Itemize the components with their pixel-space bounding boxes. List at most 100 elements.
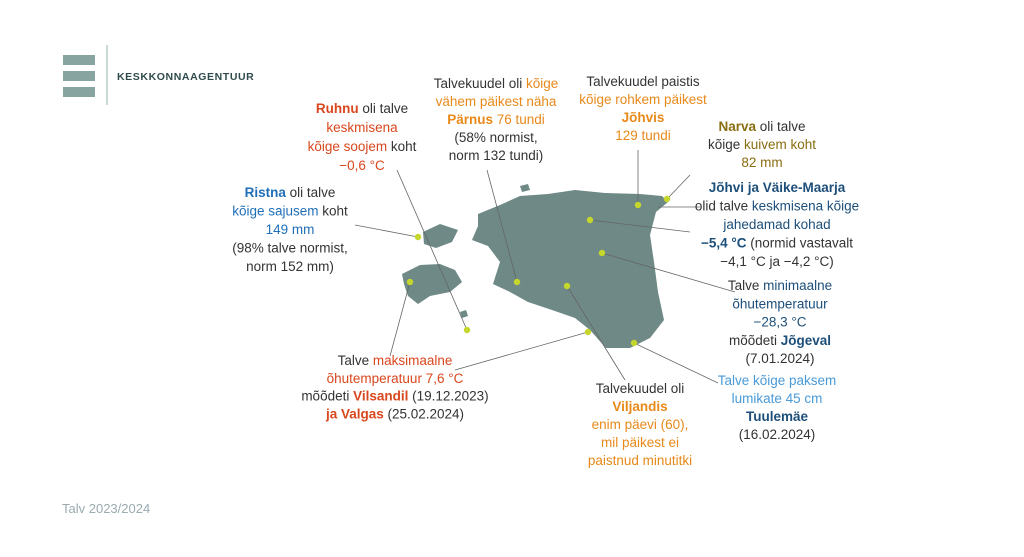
annotation-line: mõõdeti Vilsandil (19.12.2023) <box>301 389 488 404</box>
annotation: Jõhvi ja Väike-Maarja olid talve keskmise… <box>695 180 859 269</box>
text-segment: −4,1 °C ja −4,2 °C) <box>720 254 834 269</box>
annotation-line: Talve minimaalne <box>728 278 832 293</box>
annotation-line: Jõhvis <box>622 110 665 125</box>
text-segment: 82 mm <box>741 155 782 170</box>
text-segment: kõige <box>708 137 744 152</box>
annotation-line: Talve kõige paksem <box>718 373 837 388</box>
annotation-line: Talve maksimaalne <box>338 353 453 368</box>
footer: Talv 2023/2024 <box>62 501 150 516</box>
annotation: Talvekuudel oli Viljandis enim päevi (60),… <box>588 381 692 468</box>
text-segment: kuivem koht <box>744 137 816 152</box>
annotation-line: vähem päikest näha <box>436 94 557 109</box>
brand: KESKKONNAAGENTUUR <box>117 71 254 83</box>
text-segment: 76 tundi <box>493 112 545 127</box>
annotation-line: 149 mm <box>266 222 315 237</box>
annotation-line: kõige kuivem koht <box>708 137 816 152</box>
annotation-line: 82 mm <box>741 155 782 170</box>
text-segment: (58% normist, <box>454 130 537 145</box>
leaders <box>354 150 736 384</box>
text-segment: Narva <box>718 119 756 134</box>
annotation: Talve maksimaalne õhutemperatuur 7,6 °C mõ… <box>301 353 488 421</box>
annotation-line: Talvekuudel oli kõige <box>434 76 559 91</box>
annotation-line: õhutemperatuur 7,6 °C <box>327 371 464 386</box>
text-segment: maksimaalne <box>373 353 453 368</box>
text-segment: norm 152 mm) <box>246 259 334 274</box>
annotation-line: (58% normist, <box>454 130 537 145</box>
text-segment: olid talve <box>695 199 752 214</box>
text-segment: minimaalne <box>763 278 832 293</box>
annotation-line: −4,1 °C ja −4,2 °C) <box>720 254 834 269</box>
annotation-line: (7.01.2024) <box>745 351 814 366</box>
text-segment: (19.12.2023) <box>408 389 488 404</box>
text-segment: mil päikest ei <box>601 435 679 450</box>
annotation-line: õhutemperatuur <box>732 296 828 311</box>
text-segment: oli talve <box>286 185 336 200</box>
text-segment: Jõhvis <box>622 110 665 125</box>
text-segment: kõige <box>526 76 558 91</box>
text-segment: kõige rohkem päikest <box>579 92 707 107</box>
annotation-line: paistnud minutitki <box>588 453 692 468</box>
text-segment: oli talve <box>756 119 806 134</box>
annotation-line: enim päevi (60), <box>592 417 689 432</box>
text-segment: Viljandis <box>612 399 667 414</box>
logo <box>63 45 108 105</box>
annotation-line: mil päikest ei <box>601 435 679 450</box>
text-segment: lumikate 45 cm <box>732 391 823 406</box>
text-segment: (7.01.2024) <box>745 351 814 366</box>
annotation-line: Jõhvi ja Väike-Maarja <box>709 180 846 195</box>
text-segment: Talvekuudel oli <box>434 76 526 91</box>
text-segment: Jõgeval <box>781 333 831 348</box>
text-segment: mõõdeti <box>729 333 781 348</box>
annotation: Talve minimaalne õhutemperatuur −28,3 °C mõ… <box>728 278 832 366</box>
markers <box>406 195 671 347</box>
annotation-line: Pärnus 76 tundi <box>447 112 545 127</box>
annotation-line: −5,4 °C (normid vastavalt <box>701 236 853 251</box>
text-segment: Ruhnu <box>316 101 359 116</box>
annotation: Narva oli talve kõige kuivem koht 82 mm <box>708 119 816 170</box>
text-segment: koht <box>387 139 417 154</box>
text-segment: keskmisena <box>326 120 398 135</box>
text-segment: koht <box>319 204 349 219</box>
annotation-line: 129 tundi <box>615 128 671 143</box>
text-segment: õhutemperatuur 7,6 °C <box>327 371 464 386</box>
text-segment: Talve <box>338 353 373 368</box>
annotation-line: olid talve keskmisena kõige <box>695 199 859 214</box>
text-segment: −0,6 °C <box>339 158 385 173</box>
text-segment: jahedamad kohad <box>722 217 830 232</box>
text-segment: norm 132 tundi) <box>449 148 544 163</box>
annotation-line: ja Valgas (25.02.2024) <box>325 406 464 421</box>
annotation: Talve kõige paksem lumikate 45 cm Tuulemäe… <box>718 373 837 442</box>
text-segment: (98% talve normist, <box>232 241 348 256</box>
map <box>402 184 668 348</box>
text-segment: Tuulemäe <box>746 409 809 424</box>
annotation-line: kõige rohkem päikest <box>579 92 707 107</box>
text-segment: (normid vastavalt <box>747 236 854 251</box>
annotation: Talvekuudel oli kõige vähem päikest näha P… <box>434 76 559 163</box>
text-segment: kõige sajusem <box>232 204 318 219</box>
text-segment: oli talve <box>359 101 409 116</box>
annotation-line: kõige sajusem koht <box>232 204 348 219</box>
text-segment: Vilsandil <box>353 389 408 404</box>
text-segment: Ristna <box>245 185 287 200</box>
text-segment: Pärnus <box>447 112 493 127</box>
annotation-line: −0,6 °C <box>339 158 385 173</box>
text-segment: Talve <box>728 278 763 293</box>
annotation: Ruhnu oli talve keskmisena kõige soojem ko… <box>308 101 417 173</box>
annotation-line: lumikate 45 cm <box>732 391 823 406</box>
annotation-line: jahedamad kohad <box>722 217 830 232</box>
annotation-line: Ruhnu oli talve <box>316 101 408 116</box>
annotation: Ristna oli talve kõige sajusem koht 149 mm… <box>232 185 348 274</box>
annotation-line: norm 152 mm) <box>246 259 334 274</box>
annotation-line: kõige soojem koht <box>308 139 417 154</box>
annotation-line: (98% talve normist, <box>232 241 348 256</box>
annotation-line: Talvekuudel oli <box>596 381 685 396</box>
text-segment: ja Valgas <box>325 406 384 421</box>
text-segment: kõige soojem <box>308 139 388 154</box>
text-segment: Talvekuudel oli <box>596 381 685 396</box>
text-segment: Talvekuudel paistis <box>586 74 700 89</box>
text-segment: keskmisena kõige <box>752 199 859 214</box>
annotation-line: (16.02.2024) <box>739 427 816 442</box>
annotation-line: norm 132 tundi) <box>449 148 544 163</box>
text-segment: Jõhvi ja Väike-Maarja <box>709 180 846 195</box>
